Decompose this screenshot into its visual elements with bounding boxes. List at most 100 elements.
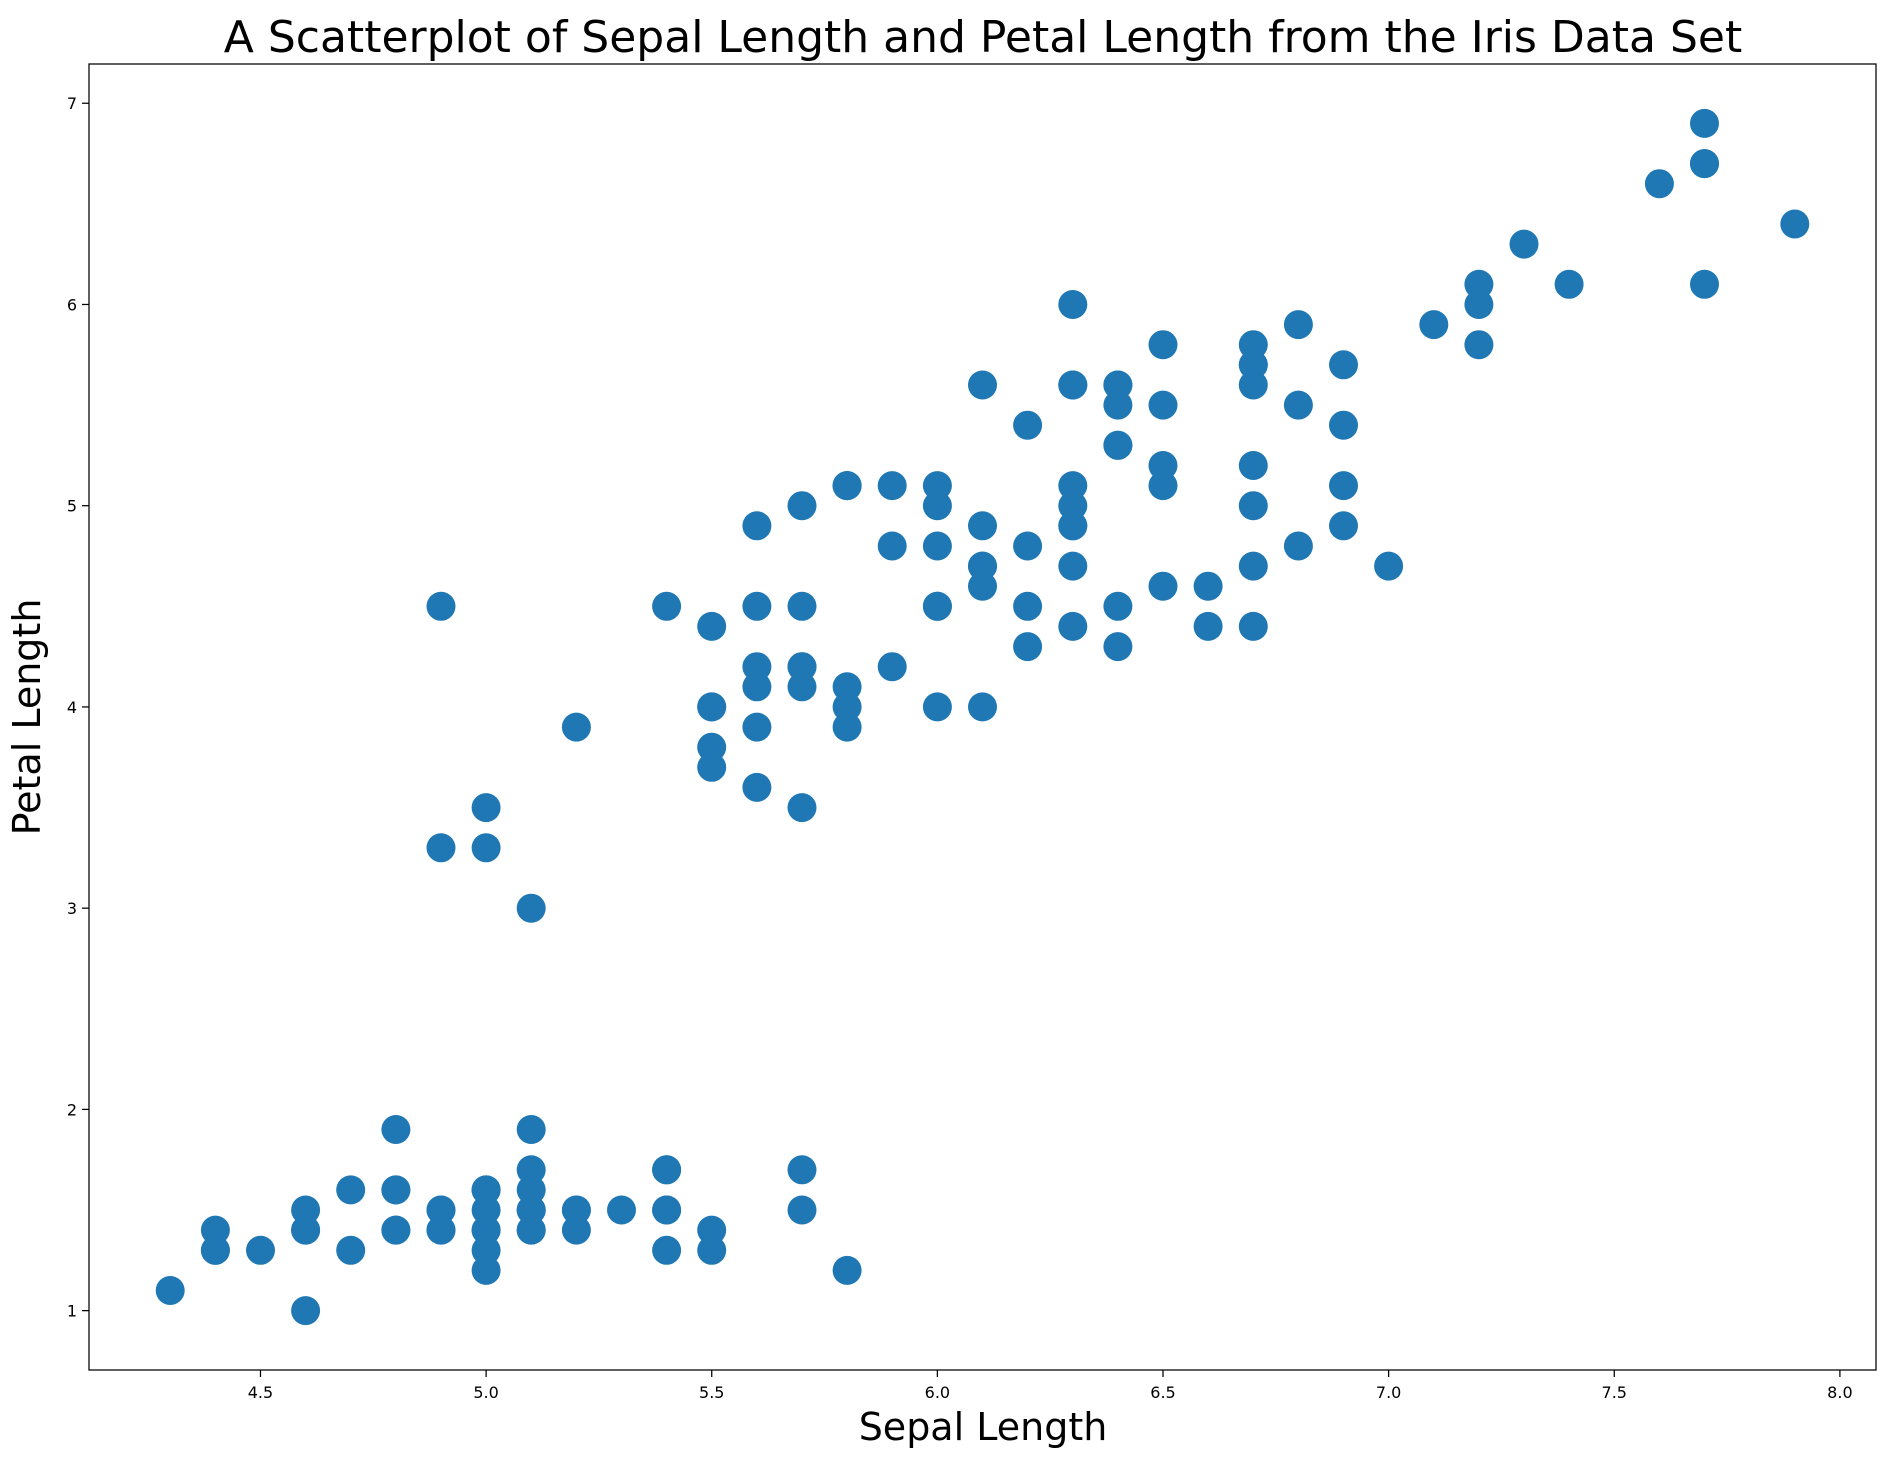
data-point xyxy=(1013,531,1043,561)
data-point xyxy=(471,1195,501,1225)
y-tick-label: 2 xyxy=(67,1100,77,1119)
data-point xyxy=(968,511,997,541)
y-axis-label: Petal Length xyxy=(5,599,49,836)
data-point xyxy=(561,1195,591,1225)
data-point xyxy=(200,1235,230,1265)
data-point xyxy=(1148,471,1178,501)
data-point xyxy=(426,833,456,863)
data-point xyxy=(381,1115,411,1144)
data-point xyxy=(787,591,817,621)
data-point xyxy=(697,732,727,762)
data-point xyxy=(426,1195,456,1225)
data-point xyxy=(1103,370,1133,400)
data-point xyxy=(1103,390,1133,420)
data-point xyxy=(1690,269,1719,299)
data-point xyxy=(381,1175,411,1205)
data-point xyxy=(877,652,907,682)
data-point xyxy=(155,1276,185,1305)
data-point xyxy=(1329,350,1358,380)
data-point xyxy=(1690,108,1719,138)
data-point xyxy=(1419,310,1449,340)
data-point xyxy=(1690,149,1719,179)
data-point xyxy=(1329,471,1358,501)
data-point xyxy=(1238,491,1268,521)
data-point xyxy=(787,491,817,521)
y-axis: 1 2 3 4 5 6 7 xyxy=(67,94,89,1321)
data-point xyxy=(832,692,862,722)
data-point xyxy=(1103,430,1133,460)
data-point xyxy=(742,772,772,802)
data-point xyxy=(1058,471,1088,501)
data-point xyxy=(832,1255,862,1285)
data-point xyxy=(787,672,817,702)
data-point xyxy=(516,1195,546,1225)
data-point xyxy=(968,692,997,722)
data-point xyxy=(1103,591,1133,621)
data-point xyxy=(426,1215,456,1245)
data-point xyxy=(1644,169,1674,199)
data-point xyxy=(697,1235,727,1265)
data-point xyxy=(471,833,501,863)
data-point xyxy=(1464,290,1494,319)
points-layer xyxy=(155,108,1810,1326)
data-point xyxy=(1103,632,1133,662)
data-point xyxy=(787,1195,817,1225)
y-tick-label: 7 xyxy=(67,94,77,113)
data-point xyxy=(787,652,817,682)
data-point xyxy=(742,672,772,702)
data-point xyxy=(1058,551,1088,581)
data-point xyxy=(1283,390,1313,420)
data-point xyxy=(1464,269,1494,299)
x-tick-label: 7.5 xyxy=(1602,1383,1627,1402)
y-tick-label: 5 xyxy=(67,497,77,516)
data-point xyxy=(200,1215,230,1245)
x-tick-label: 6.5 xyxy=(1150,1383,1175,1402)
data-point xyxy=(832,471,862,501)
data-point xyxy=(471,1175,501,1205)
data-point xyxy=(922,692,952,722)
data-point xyxy=(1058,511,1088,541)
x-tick-label: 7.0 xyxy=(1376,1383,1401,1402)
data-point xyxy=(471,793,501,823)
data-point xyxy=(561,1215,591,1245)
data-point xyxy=(742,712,772,742)
x-axis: 4.5 5.0 5.5 6.0 6.5 7.0 7.5 8.0 xyxy=(248,1370,1853,1402)
data-point xyxy=(1283,531,1313,561)
data-point xyxy=(1058,491,1088,521)
data-point xyxy=(1238,350,1268,380)
data-point xyxy=(291,1195,321,1225)
data-point xyxy=(1238,370,1268,400)
data-point xyxy=(1238,451,1268,480)
data-point xyxy=(922,531,952,561)
data-point xyxy=(336,1235,366,1265)
data-point xyxy=(652,1235,682,1265)
x-axis-label: Sepal Length xyxy=(859,1405,1108,1449)
data-point xyxy=(1013,632,1043,662)
data-point xyxy=(1193,611,1223,641)
data-point xyxy=(832,712,862,742)
x-tick-label: 4.5 xyxy=(248,1383,273,1402)
data-point xyxy=(1509,229,1539,259)
data-point xyxy=(426,591,456,621)
data-point xyxy=(516,1215,546,1245)
plot-frame xyxy=(88,63,1877,1371)
data-point xyxy=(877,471,907,501)
data-point xyxy=(922,491,952,521)
data-point xyxy=(291,1296,321,1326)
data-point xyxy=(291,1215,321,1245)
data-point xyxy=(1058,290,1088,319)
data-point xyxy=(1148,451,1178,480)
data-point xyxy=(697,692,727,722)
data-point xyxy=(246,1235,275,1265)
y-tick-label: 1 xyxy=(67,1302,77,1321)
data-point xyxy=(697,752,727,782)
data-point xyxy=(832,672,862,702)
y-tick-label: 4 xyxy=(67,698,77,717)
chart-title: A Scatterplot of Sepal Length and Petal … xyxy=(224,12,1742,63)
data-point xyxy=(1013,410,1043,440)
data-point xyxy=(652,1195,682,1225)
data-point xyxy=(1238,330,1268,360)
x-tick-label: 6.0 xyxy=(925,1383,950,1402)
data-point xyxy=(1148,390,1178,420)
